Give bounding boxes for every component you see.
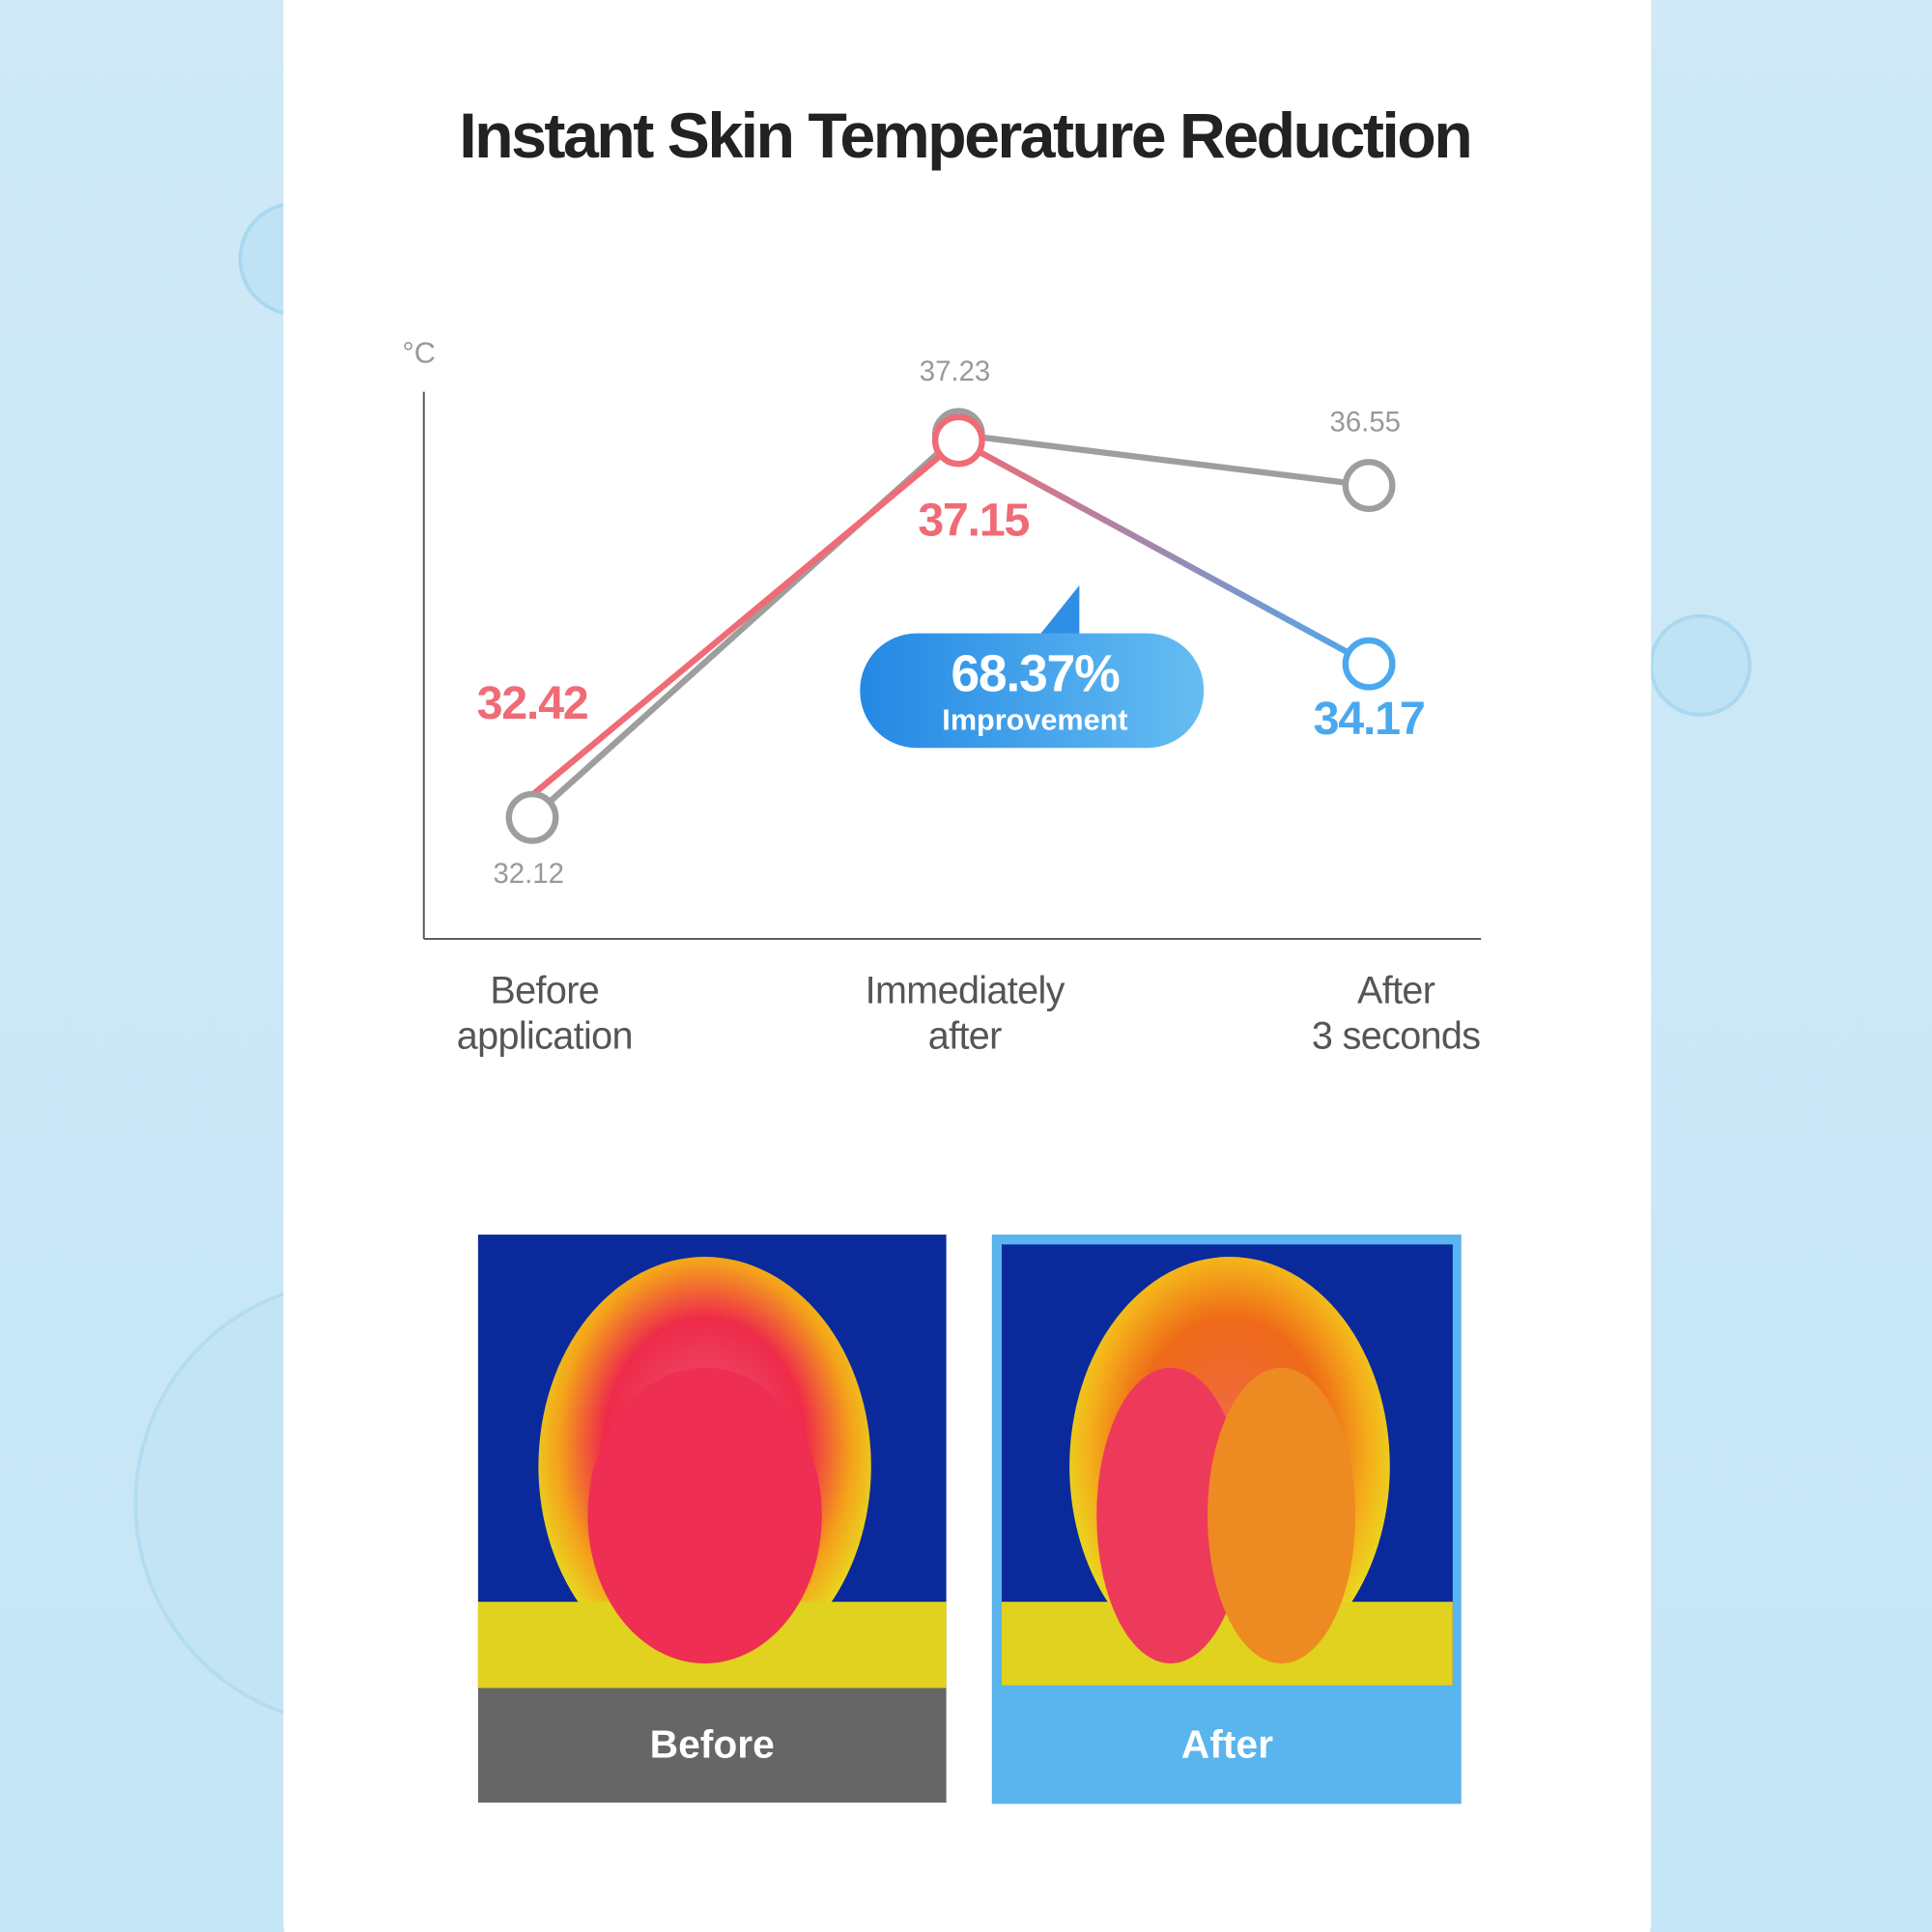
x-tick-label: Immediately after bbox=[865, 968, 1065, 1058]
after-photo bbox=[1001, 1244, 1453, 1686]
y-axis-unit: °C bbox=[402, 336, 435, 369]
plot: 32.12 37.23 36.55 32.42 37.15 34.17 bbox=[477, 355, 1426, 890]
x-tick-label: After 3 seconds bbox=[1311, 968, 1481, 1058]
point bbox=[1342, 459, 1396, 513]
annotation-bubble bbox=[860, 633, 1205, 749]
chart-title: Instant Skin Temperature Reduction bbox=[459, 100, 1470, 172]
x-tick-label: Before application bbox=[456, 968, 634, 1058]
value-label: 37.15 bbox=[918, 494, 1029, 546]
x-tick-label: After 3 seconds bbox=[1311, 968, 1481, 1058]
x-tick-label: Immediately after bbox=[865, 968, 1065, 1058]
value-label: 36.55 bbox=[1330, 407, 1401, 439]
value-label: 34.17 bbox=[1314, 693, 1425, 745]
value-label: 37.23 bbox=[920, 355, 990, 387]
annotation-value: 68.37% bbox=[951, 646, 1120, 703]
x-tick-label: Before application bbox=[456, 968, 634, 1058]
point bbox=[505, 790, 559, 844]
before-photo bbox=[477, 1235, 947, 1689]
annotation-text: Improvement bbox=[942, 704, 1127, 737]
image-label: Before bbox=[650, 1721, 775, 1766]
value-label: 32.42 bbox=[477, 677, 588, 729]
before-label-bg bbox=[477, 1688, 947, 1804]
point bbox=[931, 413, 985, 468]
image-label: After bbox=[1181, 1721, 1273, 1766]
bubble-decor bbox=[1649, 613, 1752, 717]
value-label: 32.12 bbox=[493, 858, 563, 890]
point bbox=[1342, 637, 1396, 691]
